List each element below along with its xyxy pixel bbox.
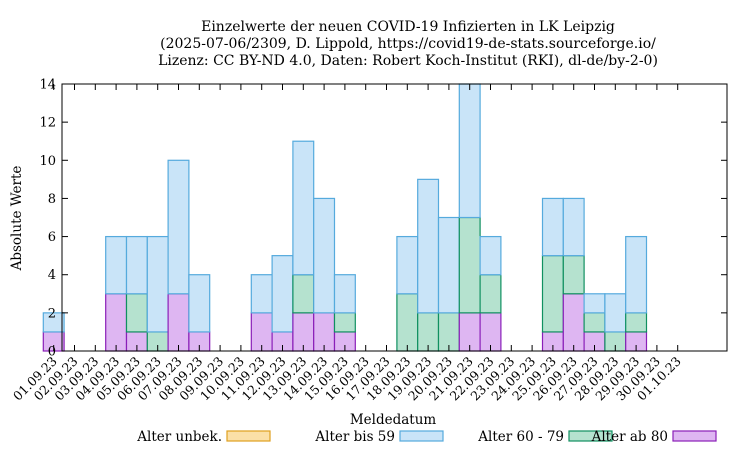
bar-alter-bis-59-19.09.23 [417, 178, 440, 314]
y-tick-label: 8 [48, 192, 56, 207]
bar-alter-ab-80-07.09.23 [167, 293, 190, 352]
bar-alter-bis-59-22.09.23 [479, 235, 502, 276]
bar-alter-60-79-05.09.23 [125, 293, 148, 333]
bar-alter-bis-59-25.09.23 [541, 197, 564, 257]
bar-alter-bis-59-07.09.23 [167, 159, 190, 295]
y-tick-label: 6 [48, 230, 56, 245]
bar-alter-60-79-29.09.23 [625, 312, 648, 333]
bar-alter-60-79-15.09.23 [333, 312, 356, 333]
bar-alter-bis-59-21.09.23 [458, 83, 481, 219]
legend-label-alter-ab-80: Alter ab 80 [591, 429, 668, 445]
bar-alter-ab-80-26.09.23 [562, 293, 585, 352]
y-tick-label: 2 [48, 306, 56, 321]
chart-subtitle-2: Lizenz: CC BY-ND 4.0, Daten: Robert Koch… [158, 53, 658, 69]
bar-alter-bis-59-13.09.23 [292, 140, 315, 276]
bar-alter-bis-59-29.09.23 [625, 235, 648, 314]
legend-label-alter-bis-59: Alter bis 59 [314, 429, 395, 445]
x-axis-label: Meldedatum [350, 412, 437, 428]
bar-alter-bis-59-14.09.23 [313, 197, 336, 314]
chart-subtitle-1: (2025-07-06/2309, D. Lippold, https://co… [160, 36, 656, 52]
legend-swatch-alter-ab-80 [672, 430, 717, 442]
bar-alter-60-79-13.09.23 [292, 274, 315, 314]
bar-alter-bis-59-04.09.23 [105, 235, 128, 295]
legend-swatch-alter-unbek [226, 430, 271, 442]
legend-label-alter-60-79: Alter 60 - 79 [477, 429, 564, 445]
bar-alter-bis-59-01.09.23 [42, 312, 65, 333]
y-axis-label: Absolute Werte [9, 166, 25, 272]
bar-alter-bis-59-20.09.23 [437, 216, 460, 314]
bar-alter-bis-59-05.09.23 [125, 235, 148, 295]
bar-alter-60-79-27.09.23 [583, 312, 606, 333]
y-tick-label: 0 [48, 345, 56, 360]
legend-swatch-alter-bis-59 [399, 430, 444, 442]
bar-alter-60-79-22.09.23 [479, 274, 502, 314]
bar-alter-bis-59-12.09.23 [271, 255, 294, 333]
plot-frame [61, 83, 728, 352]
bars-layer [42, 83, 648, 352]
bar-alter-bis-59-06.09.23 [146, 235, 169, 333]
bar-alter-bis-59-27.09.23 [583, 293, 606, 314]
bar-alter-60-79-18.09.23 [396, 293, 419, 352]
bar-alter-60-79-21.09.23 [458, 216, 481, 314]
legend-swatch-alter-60-79 [568, 430, 613, 442]
y-tick-label: 12 [39, 116, 56, 131]
bar-alter-bis-59-15.09.23 [333, 274, 356, 314]
bar-alter-bis-59-18.09.23 [396, 235, 419, 295]
y-tick-label: 14 [39, 78, 56, 93]
chart-title: Einzelwerte der neuen COVID-19 Infiziert… [201, 19, 615, 35]
bar-alter-bis-59-28.09.23 [604, 293, 627, 333]
y-tick-label: 10 [39, 154, 56, 169]
bar-alter-60-79-25.09.23 [541, 255, 564, 333]
legend-label-alter-unbek: Alter unbek. [136, 429, 222, 445]
bar-alter-ab-80-04.09.23 [105, 293, 128, 352]
bar-alter-60-79-26.09.23 [562, 255, 585, 295]
bar-alter-bis-59-26.09.23 [562, 197, 585, 257]
legend: Alter unbek. Alter bis 59 Alter 60 - 79 Alt… [136, 429, 717, 445]
bar-alter-bis-59-08.09.23 [188, 274, 211, 333]
bar-alter-bis-59-11.09.23 [250, 274, 273, 314]
y-tick-label: 4 [48, 268, 56, 283]
